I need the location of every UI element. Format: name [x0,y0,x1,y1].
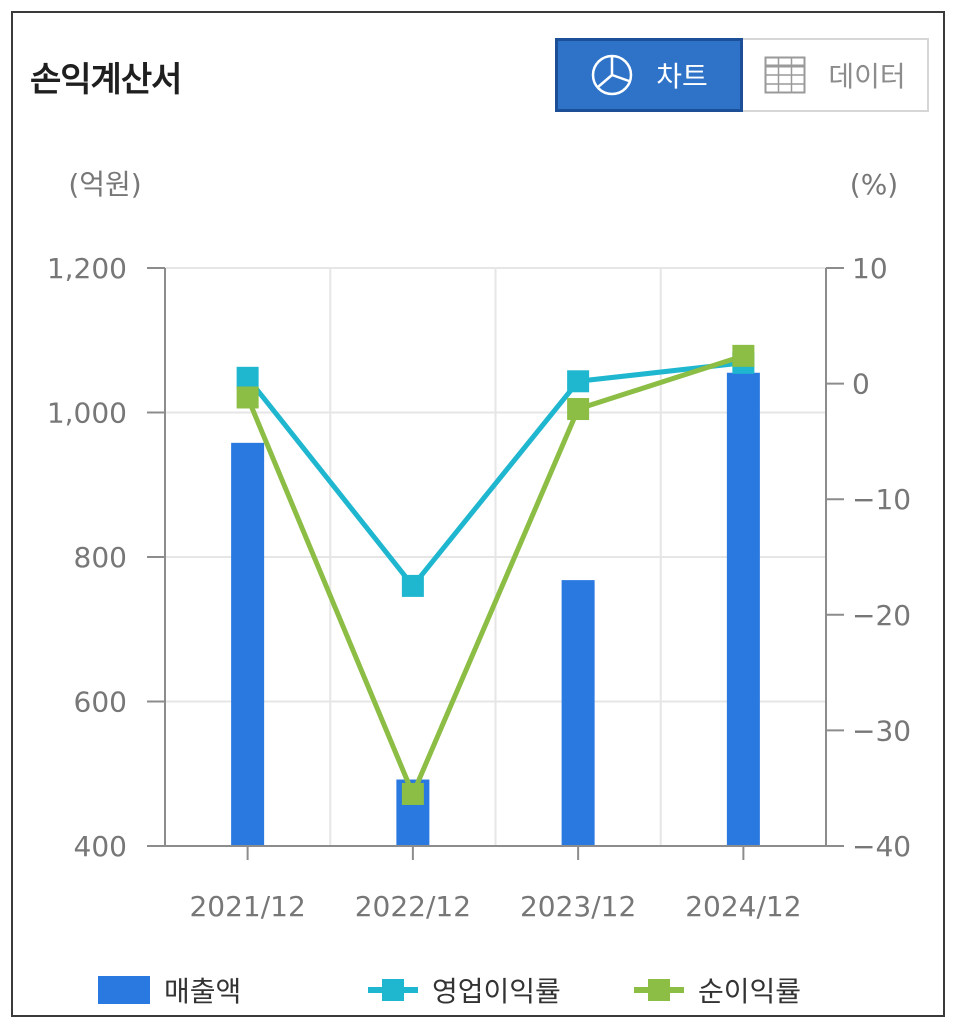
pie-chart-icon [590,53,634,97]
view-toggle: 차트 데이터 [555,38,929,112]
legend-item-revenue: 매출액 [98,960,241,1020]
tick-label-right: −10 [852,483,911,516]
tick-label-right: 10 [852,252,888,285]
tick-label-x: 2022/12 [355,890,471,923]
marker-net-margin [567,398,590,421]
right-axis-unit: (%) [850,168,898,201]
axes [147,267,844,860]
bar-revenue [726,372,760,846]
line-operating-margin [245,360,744,589]
tick-label-right: −40 [852,830,911,863]
marker-net-margin [236,386,259,409]
chart-view-label: 차트 [656,60,708,93]
legend-label-operating-margin: 영업이익률 [432,975,561,1008]
tick-label-left: 1,000 [47,397,127,430]
table-grid-icon [764,56,806,94]
tick-label-right: −20 [852,599,911,632]
marker-net-margin [401,782,424,805]
marker-operating-margin [567,370,590,393]
tick-label-right: 0 [852,368,870,401]
tick-label-left: 1,200 [47,252,127,285]
tick-label-x: 2021/12 [189,890,305,923]
bar-revenue [561,580,595,846]
income-chart: (억원) (%) 400 600 800 1,000 1,200 −40 −30 −20 −10… [47,168,911,923]
grid [165,267,826,846]
chart-view-button[interactable]: 차트 [555,38,743,112]
marker-net-margin [732,344,755,367]
legend-swatch-operating-margin [368,979,418,1001]
legend-item-operating-margin: 영업이익률 [368,960,561,1020]
legend: 매출액 영업이익률 순이익률 [0,960,960,1020]
tick-label-x: 2023/12 [520,890,636,923]
legend-swatch-net-margin [634,979,684,1001]
panel-title: 손익계산서 [30,60,182,100]
tick-labels: 400 600 800 1,000 1,200 −40 −30 −20 −10 0 10 2021/1… [47,252,911,923]
marker-operating-margin [236,366,259,389]
line-net-margin [245,353,745,797]
income-statement-panel [11,11,945,1017]
marker-operating-margin [401,574,424,597]
tick-label-left: 800 [74,541,127,574]
tick-label-x: 2024/12 [685,890,801,923]
bar-revenue [231,442,265,846]
line-series [236,344,755,805]
bar-series [231,372,760,846]
left-axis-unit: (억원) [68,168,141,201]
tick-label-left: 400 [74,830,127,863]
data-view-label: 데이터 [828,60,906,93]
legend-swatch-bar [98,976,150,1004]
data-view-button[interactable]: 데이터 [743,38,929,112]
legend-label-net-margin: 순이익률 [698,975,802,1008]
tick-label-right: −30 [852,714,911,747]
tick-label-left: 600 [74,686,127,719]
legend-item-net-margin: 순이익률 [634,960,801,1020]
legend-label-revenue: 매출액 [164,975,242,1008]
